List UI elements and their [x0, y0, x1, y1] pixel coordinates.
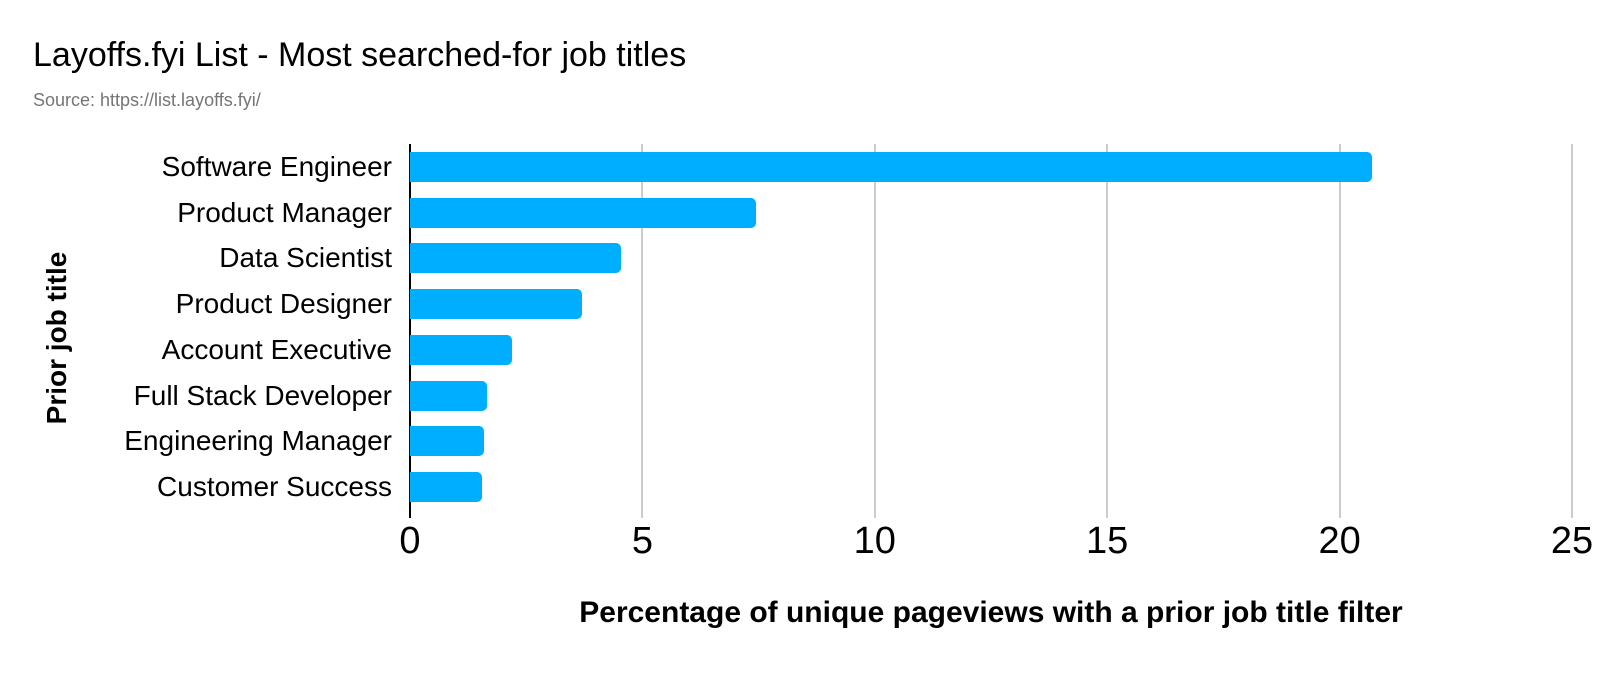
x-tick-label-10: 10 — [853, 520, 896, 562]
gridline-5 — [641, 144, 644, 518]
gridline-10 — [873, 144, 876, 518]
category-label-data-scientist: Data Scientist — [219, 242, 392, 274]
bar-software-engineer — [410, 151, 1373, 182]
bar-full-stack-developer — [410, 380, 487, 411]
x-axis-title: Percentage of unique pageviews with a pr… — [579, 596, 1403, 629]
bar-customer-success — [410, 472, 483, 503]
category-label-full-stack-developer: Full Stack Developer — [133, 379, 392, 411]
gridline-20 — [1338, 144, 1341, 518]
y-axis-line — [409, 144, 411, 518]
x-tick-label-20: 20 — [1318, 520, 1361, 562]
bar-product-manager — [410, 197, 757, 228]
bar-account-executive — [410, 334, 513, 365]
plot-area — [409, 144, 1573, 518]
category-label-software-engineer: Software Engineer — [161, 150, 392, 182]
gridline-15 — [1106, 144, 1109, 518]
y-axis-category-labels: Software Engineer Product Manager Data Sci… — [0, 144, 392, 510]
source-note: Source: https://list.layoffs.fyi/ — [33, 90, 261, 110]
bar-data-scientist — [410, 243, 622, 274]
x-tick-label-25: 25 — [1550, 520, 1594, 562]
x-tick-label-15: 15 — [1086, 520, 1129, 562]
x-tick-label-5: 5 — [631, 520, 653, 562]
chart-title: Layoffs.fyi List - Most searched-for job… — [33, 36, 687, 74]
category-label-customer-success: Customer Success — [157, 471, 392, 503]
category-label-engineering-manager: Engineering Manager — [124, 425, 392, 457]
category-label-product-manager: Product Manager — [177, 196, 392, 228]
bar-product-designer — [410, 289, 582, 320]
x-tick-label-0: 0 — [399, 520, 421, 562]
x-axis-tick-labels: 0 5 10 15 20 25 — [399, 520, 1593, 566]
bar-engineering-manager — [410, 426, 485, 457]
category-label-account-executive: Account Executive — [161, 333, 392, 365]
category-label-product-designer: Product Designer — [175, 288, 392, 320]
gridline-25 — [1571, 144, 1573, 518]
